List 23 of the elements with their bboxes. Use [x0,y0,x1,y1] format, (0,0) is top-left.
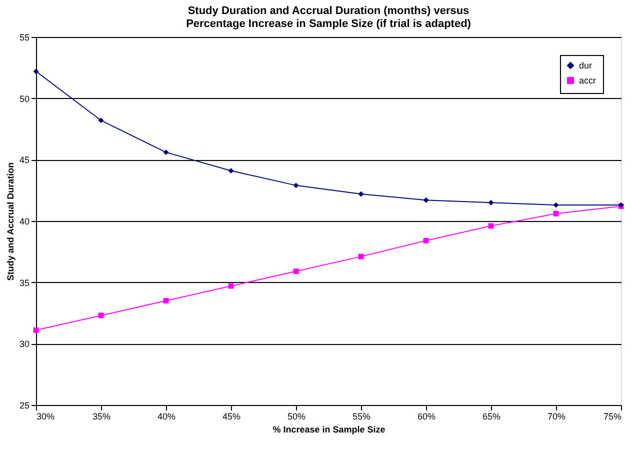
y-tick-label: 30 [19,339,30,350]
y-tick-label: 45 [19,155,30,166]
y-tick-label: 50 [19,94,30,104]
x-axis-title: % Increase in Sample Size [272,424,386,434]
legend-label: dur [579,60,592,70]
text: Percentage Increase in Sample Size (if trial is adapted) [186,18,471,30]
text: Study Duration and Accrual Duration (months) versus [188,5,470,17]
x-tick-label: 60% [417,412,436,422]
x-tick-label: 50% [287,412,306,422]
x-tick-label: 35% [92,412,111,422]
legend-label: accr [579,76,596,86]
x-tick-label: 55% [352,412,371,422]
x-tick-label: 40% [157,412,176,422]
x-tick-label: 65% [482,412,501,422]
y-tick-label: 55 [19,32,30,42]
y-tick-label: 40 [19,216,30,226]
y-tick-label: 35 [19,278,30,288]
x-tick-label: 75% [603,412,622,422]
x-tick-label: 30% [36,412,55,422]
x-tick-label: 45% [222,412,241,422]
y-tick-label: 25 [19,400,30,410]
y-axis-title: Study and Accrual Duration [5,162,16,281]
x-tick-label: 70% [547,412,566,422]
